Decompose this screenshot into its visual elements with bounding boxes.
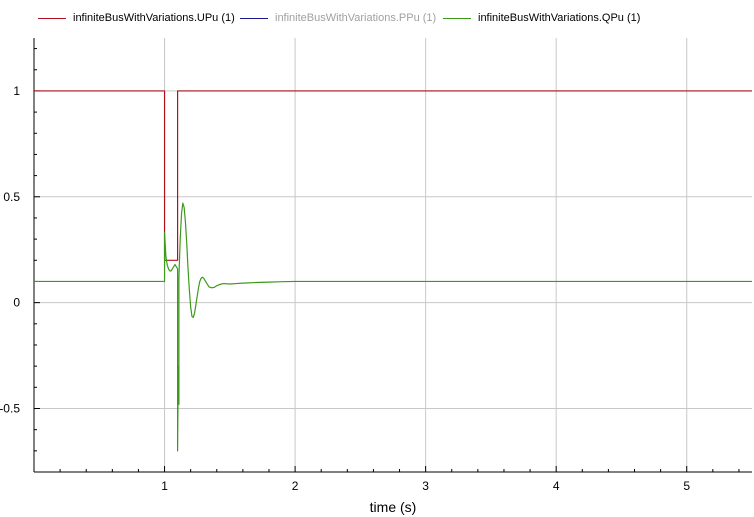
x-tick-label-4: 5 [683, 479, 690, 493]
y-tick-label-3: 1 [13, 84, 20, 98]
x-tick-label-0: 1 [161, 479, 168, 493]
legend-label-upu: infiniteBusWithVariations.UPu (1) [73, 12, 235, 24]
grid [34, 38, 752, 472]
legend-label-ppu: infiniteBusWithVariations.PPu (1) [275, 12, 437, 24]
series-line-0[interactable] [34, 90, 752, 261]
legend-item-qpu[interactable]: infiniteBusWithVariations.QPu (1) [443, 10, 640, 26]
legend: infiniteBusWithVariations.UPu (1) infini… [0, 0, 754, 34]
y-tick-label-1: 0 [13, 296, 20, 310]
y-tick-label-0: -0.5 [0, 401, 20, 415]
legend-item-upu[interactable]: infiniteBusWithVariations.UPu (1) [38, 10, 235, 26]
x-axis-label: time (s) [370, 499, 417, 515]
legend-label-qpu: infiniteBusWithVariations.QPu (1) [478, 12, 641, 24]
x-tick-label-3: 4 [553, 479, 560, 493]
legend-swatch-upu [38, 17, 66, 19]
legend-item-ppu[interactable]: infiniteBusWithVariations.PPu (1) [240, 10, 436, 26]
legend-swatch-ppu [240, 17, 268, 19]
legend-swatch-qpu [443, 17, 471, 19]
x-tick-label-1: 2 [292, 479, 299, 493]
series-line-2[interactable] [34, 202, 752, 452]
y-tick-label-2: 0.5 [3, 190, 20, 204]
series-lines [34, 90, 752, 452]
tick-labels: 1 2 3 4 5 -0.5 0 0.5 1 [0, 84, 690, 493]
x-tick-label-2: 3 [422, 479, 429, 493]
tick-marks [33, 48, 740, 473]
axes [33, 38, 752, 473]
